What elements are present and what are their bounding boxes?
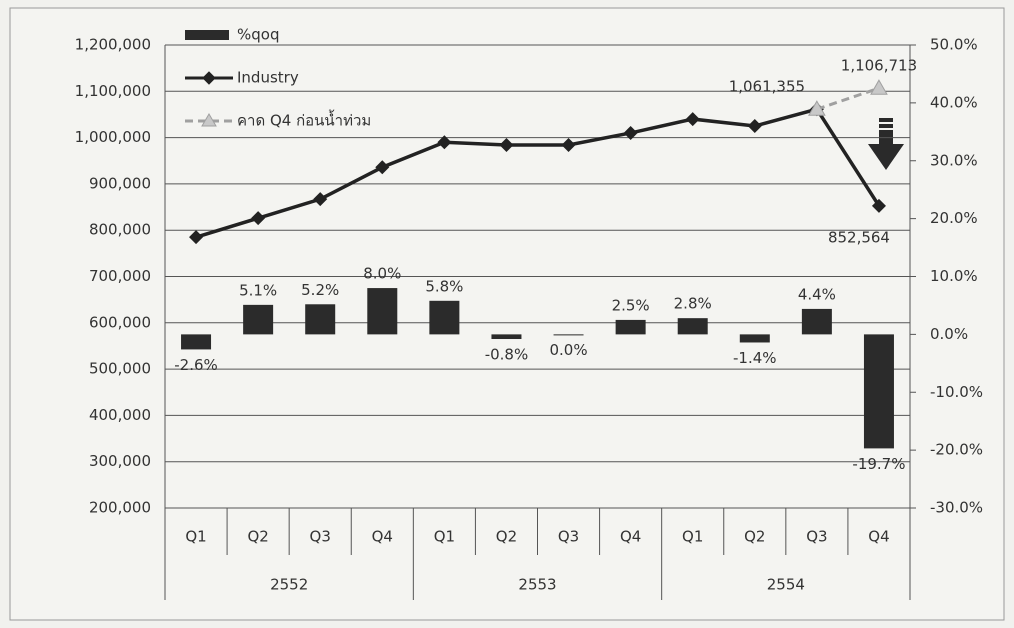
bar <box>801 308 832 335</box>
y2-tick-label: 10.0% <box>930 267 978 285</box>
marker <box>313 192 328 207</box>
data-label: 2.8% <box>674 295 712 313</box>
y-tick-label: 900,000 <box>89 174 151 192</box>
legend-swatch <box>185 30 229 40</box>
data-label: 1,061,355 <box>729 78 805 96</box>
marker <box>375 160 390 175</box>
y-tick-label: 500,000 <box>89 360 151 378</box>
y2-tick-label: -10.0% <box>930 383 983 401</box>
legend-label: คาด Q4 ก่อนน้ำท่วม <box>237 110 371 130</box>
data-label: 0.0% <box>549 341 587 359</box>
bar <box>615 319 646 335</box>
y2-tick-label: -30.0% <box>930 499 983 517</box>
data-label: 4.4% <box>798 285 836 303</box>
x-tick-label: Q4 <box>372 528 393 546</box>
data-label: 2.5% <box>612 296 650 314</box>
down-arrow <box>868 118 904 170</box>
data-label: 5.2% <box>301 281 339 299</box>
bar <box>863 334 894 449</box>
y-tick-label: 1,200,000 <box>75 36 151 54</box>
marker <box>499 138 514 153</box>
y-tick-label: 600,000 <box>89 313 151 331</box>
marker <box>808 100 826 116</box>
marker <box>623 125 638 140</box>
x-tick-label: Q3 <box>310 528 331 546</box>
x-tick-label: Q2 <box>496 528 517 546</box>
line <box>195 107 881 239</box>
y-tick-label: 700,000 <box>89 267 151 285</box>
x-tick-label: Q1 <box>434 528 455 546</box>
legend-marker <box>202 71 216 85</box>
y2-tick-label: 20.0% <box>930 209 978 227</box>
data-label: -1.4% <box>733 349 777 367</box>
marker <box>870 79 888 95</box>
y-tick-label: 200,000 <box>89 499 151 517</box>
group-label: 2552 <box>270 576 308 594</box>
bar <box>553 334 584 336</box>
data-label: 5.8% <box>425 277 463 295</box>
marker <box>437 135 452 150</box>
marker <box>561 138 576 153</box>
x-tick-label: Q2 <box>247 528 268 546</box>
marker <box>189 230 204 245</box>
y2-tick-label: 0.0% <box>930 325 968 343</box>
data-label: 8.0% <box>363 265 401 283</box>
y-tick-label: 800,000 <box>89 221 151 239</box>
bar <box>429 300 460 335</box>
marker <box>871 198 886 213</box>
bar <box>305 304 336 335</box>
x-tick-label: Q4 <box>868 528 889 546</box>
data-label: 1,106,713 <box>841 57 917 75</box>
y2-tick-label: 30.0% <box>930 151 978 169</box>
line <box>816 86 880 111</box>
y2-tick-label: -20.0% <box>930 441 983 459</box>
x-tick-label: Q3 <box>558 528 579 546</box>
bar <box>739 334 770 343</box>
x-tick-label: Q1 <box>682 528 703 546</box>
bar <box>491 334 522 340</box>
legend-label: Industry <box>237 69 299 87</box>
marker <box>747 119 762 134</box>
legend-label: %qoq <box>237 26 279 44</box>
x-tick-label: Q3 <box>806 528 827 546</box>
y2-tick-label: 40.0% <box>930 93 978 111</box>
group-label: 2554 <box>767 576 805 594</box>
y-tick-label: 300,000 <box>89 452 151 470</box>
data-label: -19.7% <box>852 455 905 473</box>
x-tick-label: Q2 <box>744 528 765 546</box>
bar <box>677 318 708 335</box>
marker <box>251 211 266 226</box>
bar <box>367 288 398 335</box>
legend-marker <box>201 113 217 127</box>
bar <box>181 334 212 350</box>
y-tick-label: 1,000,000 <box>75 128 151 146</box>
x-tick-label: Q4 <box>620 528 641 546</box>
group-label: 2553 <box>518 576 556 594</box>
data-label: -2.6% <box>174 356 218 374</box>
data-label: -0.8% <box>485 346 529 364</box>
y-tick-label: 1,100,000 <box>75 82 151 100</box>
data-label: 852,564 <box>828 228 890 246</box>
marker <box>685 112 700 127</box>
frame <box>9 7 1005 621</box>
data-label: 5.1% <box>239 281 277 299</box>
y2-tick-label: 50.0% <box>930 36 978 54</box>
x-tick-label: Q1 <box>185 528 206 546</box>
bar <box>243 304 274 335</box>
y-tick-label: 400,000 <box>89 406 151 424</box>
